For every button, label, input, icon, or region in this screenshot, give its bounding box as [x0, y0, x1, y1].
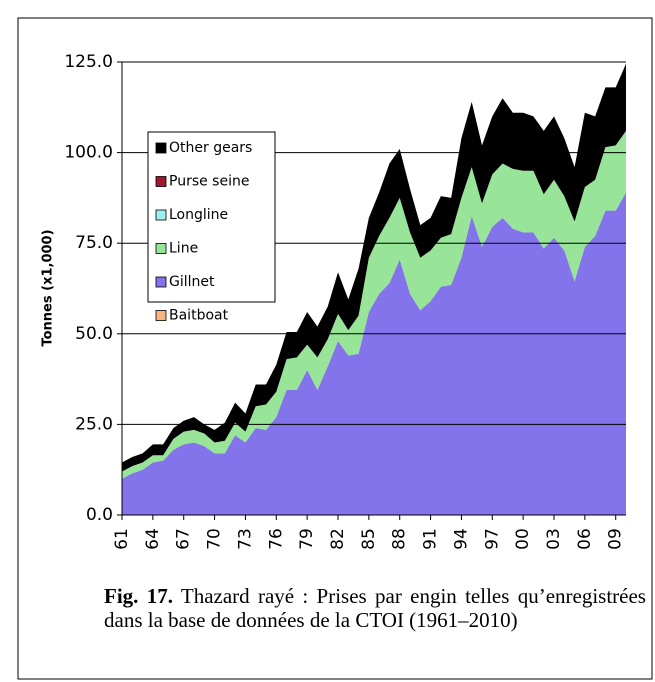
y-axis-label: Tonnes (x1,000) — [41, 229, 56, 346]
x-tick-label: 97 — [482, 528, 502, 550]
legend-swatch — [155, 310, 167, 321]
y-tick-label: 75.0 — [75, 233, 113, 253]
legend-label: Gillnet — [169, 274, 215, 290]
legend-label: Baitboat — [169, 308, 229, 324]
x-tick-label: 91 — [421, 528, 441, 550]
legend-swatch — [155, 176, 167, 187]
frame — [17, 17, 653, 680]
legend-swatch — [155, 142, 167, 154]
legend-label: Purse seine — [169, 174, 249, 190]
x-tick-label: 64 — [143, 528, 163, 550]
legend-swatch — [155, 276, 167, 288]
x-tick-label: 00 — [513, 528, 533, 550]
area — [122, 192, 626, 516]
legend-label: Other gears — [169, 140, 252, 156]
legend-label: Longline — [169, 207, 228, 223]
y-tick-label: 50.0 — [75, 324, 113, 344]
caption-text: Thazard rayé : Prises par engin telles q… — [104, 584, 646, 632]
legend-box — [147, 131, 276, 303]
x-tick-label: 82 — [328, 528, 348, 550]
x-tick-label: 73 — [235, 528, 255, 550]
x-tick-label: 03 — [544, 528, 564, 550]
area — [122, 63, 626, 472]
x-tick-label: 67 — [174, 528, 194, 550]
x-tick-label: 61 — [112, 528, 132, 550]
caption-label: Fig. 17. — [104, 584, 173, 608]
legend-swatch — [155, 209, 167, 221]
x-tick-label: 09 — [606, 528, 626, 550]
area — [122, 130, 626, 479]
x-tick-label: 88 — [390, 528, 410, 550]
x-tick-label: 94 — [451, 528, 471, 550]
caption: Fig. 17. Thazard rayé : Prises par engin… — [104, 584, 646, 632]
x-tick-label: 79 — [297, 528, 317, 550]
y-tick-label: 100.0 — [64, 143, 113, 163]
y-tick-label: 0.0 — [86, 505, 113, 525]
legend-label: Line — [169, 241, 198, 257]
legend-swatch — [155, 243, 167, 254]
x-tick-label: 76 — [266, 528, 286, 550]
x-tick-label: 85 — [359, 528, 379, 550]
y-tick-label: 25.0 — [75, 414, 113, 434]
x-tick-label: 70 — [205, 528, 225, 550]
x-tick-label: 06 — [575, 528, 595, 550]
y-tick-label: 125.0 — [64, 52, 113, 72]
